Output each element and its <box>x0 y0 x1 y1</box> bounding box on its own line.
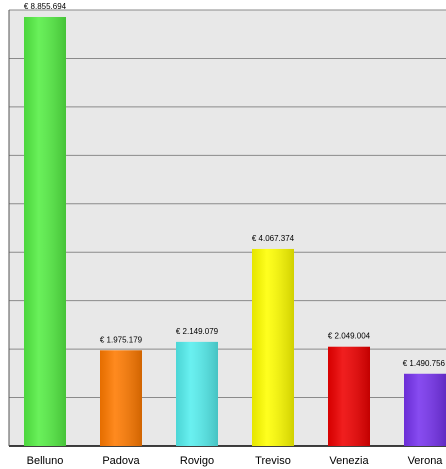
bar-shading-verona <box>404 373 446 446</box>
bar-shading-treviso <box>252 248 294 446</box>
bars <box>24 16 446 447</box>
data-label-venezia: € 2.049.004 <box>328 332 371 341</box>
x-tick-label-padova: Padova <box>102 455 140 467</box>
bar-shading-padova <box>100 350 142 446</box>
bar-shading-rovigo <box>176 341 218 446</box>
bar-shading-belluno <box>24 16 66 447</box>
data-label-verona: € 1.490.756 <box>403 359 446 368</box>
x-tick-label-rovigo: Rovigo <box>180 455 214 467</box>
x-tick-label-venezia: Venezia <box>329 455 369 467</box>
plot-background <box>9 10 446 446</box>
bar-shading-venezia <box>328 346 370 446</box>
x-tick-label-belluno: Belluno <box>27 455 64 467</box>
data-label-belluno: € 8.855.694 <box>24 2 67 11</box>
data-label-rovigo: € 2.149.079 <box>176 327 219 336</box>
x-tick-labels: Belluno Padova Rovigo Treviso Venezia Verona <box>27 455 444 467</box>
data-label-treviso: € 4.067.374 <box>252 234 295 243</box>
x-tick-label-verona: Verona <box>408 455 444 467</box>
data-label-padova: € 1.975.179 <box>100 335 143 344</box>
x-tick-label-treviso: Treviso <box>255 455 291 467</box>
gridlines <box>9 9 446 399</box>
data-labels: € 8.855.694 € 1.975.179 € 2.149.079 € 4.067… <box>24 2 446 368</box>
